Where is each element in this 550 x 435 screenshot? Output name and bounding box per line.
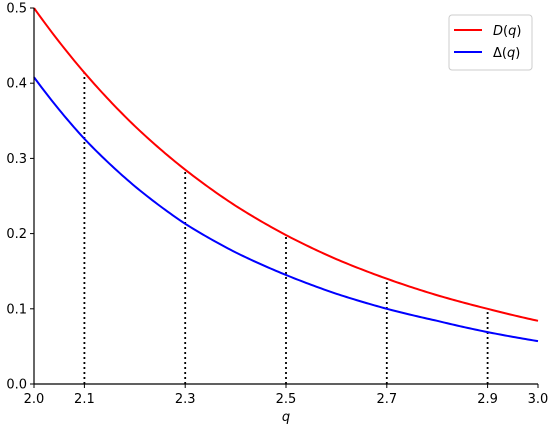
y-tick-label: 0.0	[6, 378, 27, 393]
axes: 2.0 2.1 2.3 2.5 2.7 2.9 3.0 0.0 0.1 0.2 0.3 0.4 0.5 q	[6, 2, 548, 426]
x-axis-label: q	[282, 410, 290, 425]
series-lines	[33, 7, 539, 343]
legend-label: D(q)	[493, 24, 521, 39]
x-tick-label: 2.3	[175, 392, 196, 407]
series-line-delta	[33, 76, 539, 343]
x-tick-label: 2.0	[24, 392, 45, 407]
series-line-d	[33, 7, 539, 322]
y-tick-label: 0.3	[6, 152, 27, 167]
y-tick-label: 0.1	[6, 302, 27, 317]
x-tick-label: 2.5	[276, 392, 297, 407]
y-tick-label: 0.4	[6, 77, 27, 92]
x-tick-label: 2.9	[477, 392, 498, 407]
y-tick-label: 0.5	[6, 2, 27, 17]
legend-box	[448, 14, 533, 71]
y-tick-label: 0.2	[6, 227, 27, 242]
vertical-guide-lines	[83, 72, 489, 384]
legend-label: Δ(q)	[493, 46, 520, 61]
legend: D(q) Δ(q)	[448, 14, 533, 71]
x-tick-label: 2.1	[74, 392, 95, 407]
x-tick-label: 3.0	[528, 392, 549, 407]
x-tick-label: 2.7	[376, 392, 397, 407]
